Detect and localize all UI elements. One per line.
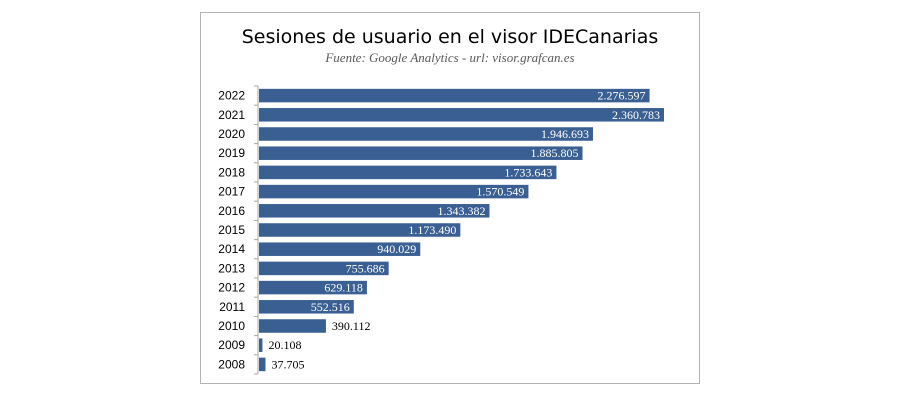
category-label: 2014 <box>218 242 245 256</box>
subtitle-source-label: Fuente <box>325 50 362 65</box>
subtitle-url-value: : visor.grafcan.es <box>484 50 575 65</box>
category-label: 2021 <box>218 108 245 122</box>
value-label: 20.108 <box>268 338 301 352</box>
bar-2013 <box>259 261 389 276</box>
value-label: 2.276.597 <box>598 89 646 103</box>
bar-2009 <box>259 338 263 352</box>
value-label: 755.686 <box>346 261 385 275</box>
category-label: 2015 <box>218 223 245 237</box>
category-label: 2018 <box>218 165 245 179</box>
value-label: 1.733.643 <box>504 165 552 179</box>
bar-2015 <box>259 223 461 237</box>
subtitle-source-value: : Google Analytics - <box>361 50 470 65</box>
bar-2016 <box>259 204 490 218</box>
bar-2008 <box>259 357 266 372</box>
value-label: 1.173.490 <box>408 223 456 237</box>
bar-2014 <box>259 242 421 256</box>
category-label: 2009 <box>218 338 245 352</box>
value-label: 2.360.783 <box>612 108 660 122</box>
category-label: 2013 <box>218 261 245 275</box>
chart-title: Sesiones de usuario en el visor IDECanar… <box>241 26 659 48</box>
value-label: 1.885.805 <box>531 146 579 160</box>
category-label: 2016 <box>218 204 245 218</box>
value-label: 940.029 <box>377 242 416 256</box>
value-label: 390.112 <box>332 319 371 333</box>
bar-2018 <box>259 165 557 180</box>
value-label: 1.570.549 <box>476 185 524 199</box>
bar-2021 <box>259 108 664 122</box>
category-label: 2022 <box>218 89 245 103</box>
category-label: 2019 <box>218 146 245 160</box>
bar-2012 <box>259 280 367 295</box>
value-label: 1.343.382 <box>437 204 485 218</box>
bar-2020 <box>259 127 593 141</box>
bar-2011 <box>259 300 354 314</box>
category-label: 2010 <box>218 319 245 333</box>
bar-2017 <box>259 184 529 199</box>
bar-2010 <box>259 319 326 333</box>
category-label: 2017 <box>218 185 245 199</box>
value-label: 37.705 <box>271 357 304 371</box>
category-label: 2008 <box>218 357 245 371</box>
subtitle-url-label: url <box>469 50 485 65</box>
value-label: 1.946.693 <box>541 127 589 141</box>
category-label: 2011 <box>219 300 245 314</box>
category-label: 2020 <box>218 127 245 141</box>
value-label: 552.516 <box>311 300 350 314</box>
value-label: 629.118 <box>324 281 363 295</box>
bar-2019 <box>259 146 583 160</box>
bar-2022 <box>259 88 650 103</box>
chart-subtitle: Fuente: Google Analytics - url: visor.gr… <box>0 50 900 66</box>
category-label: 2012 <box>218 281 245 295</box>
